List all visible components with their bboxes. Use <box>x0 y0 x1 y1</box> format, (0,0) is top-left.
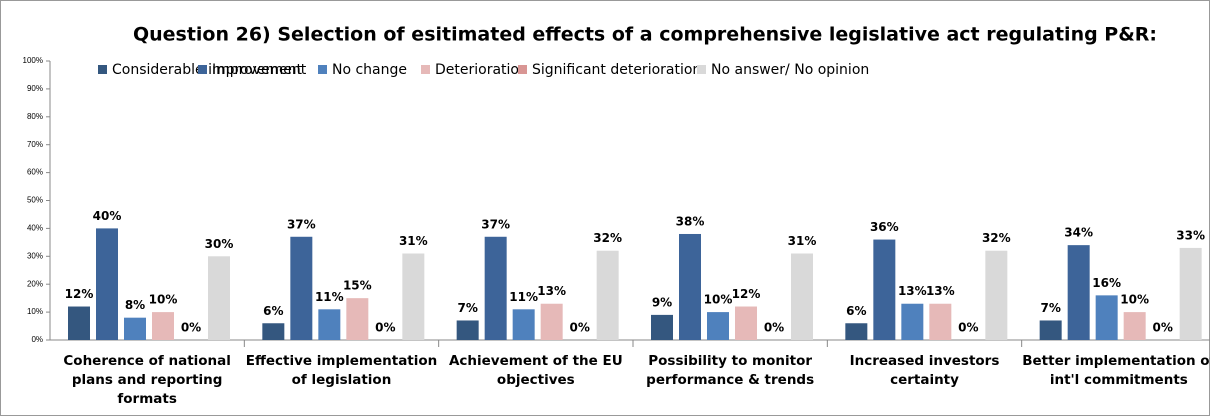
bar <box>873 239 896 340</box>
data-label: 15% <box>343 279 372 293</box>
bar <box>679 233 701 340</box>
data-label: 13% <box>898 284 927 298</box>
data-label: 16% <box>1092 276 1121 290</box>
bar <box>1039 320 1062 340</box>
bar <box>346 298 369 340</box>
data-label: 32% <box>593 231 622 245</box>
data-label: 6% <box>846 304 866 318</box>
y-tick-label: 70% <box>27 140 43 149</box>
data-label: 0% <box>1152 321 1172 335</box>
data-label: 40% <box>93 209 122 223</box>
y-tick-label: 80% <box>27 112 43 121</box>
y-tick-label: 50% <box>27 196 43 205</box>
bar <box>512 309 535 340</box>
data-label: 6% <box>263 304 283 318</box>
legend-swatch <box>518 65 527 74</box>
x-tick-label: Possibility to monitor performance & tre… <box>646 353 815 388</box>
data-label: 13% <box>537 284 566 298</box>
bar <box>985 250 1008 340</box>
y-tick-label: 100% <box>23 56 43 65</box>
data-label: 34% <box>1064 226 1093 240</box>
data-label: 30% <box>205 237 234 251</box>
data-label: 10% <box>1120 293 1149 307</box>
bar <box>901 303 924 340</box>
legend-label: Significant deterioration <box>532 62 701 78</box>
data-label: 7% <box>1040 301 1060 315</box>
bar <box>68 306 90 340</box>
bar <box>208 256 230 340</box>
bar <box>1179 247 1202 340</box>
legend-label: No change <box>332 62 407 78</box>
bar <box>735 306 757 340</box>
y-tick-label: 20% <box>27 279 43 288</box>
data-label: 36% <box>870 220 899 234</box>
bar <box>124 317 146 340</box>
legend-label: Deterioration <box>435 62 528 78</box>
chart-title: Question 26) Selection of esitimated eff… <box>133 24 1157 46</box>
data-label: 12% <box>65 287 94 301</box>
bar <box>484 236 507 340</box>
bar <box>1067 245 1090 340</box>
data-label: 31% <box>788 234 817 248</box>
legend-swatch <box>98 65 107 74</box>
y-tick-label: 40% <box>27 224 43 233</box>
y-tick-label: 30% <box>27 251 43 260</box>
legend-swatch <box>318 65 327 74</box>
x-tick-label: Effective implementation of legislation <box>245 353 438 388</box>
bar <box>152 312 174 340</box>
data-label: 7% <box>457 301 477 315</box>
bar <box>1123 312 1146 340</box>
x-tick-label: Better implementation of int'l commitmen… <box>1022 353 1210 388</box>
data-label: 0% <box>181 321 201 335</box>
bar <box>402 253 425 340</box>
bar <box>290 236 313 340</box>
legend-label: Considerable improvement <box>112 62 303 78</box>
x-tick-label: Achievement of the EU objectives <box>448 353 623 388</box>
bar <box>540 303 563 340</box>
bar <box>1095 295 1118 340</box>
bar <box>262 323 285 340</box>
data-label: 13% <box>926 284 955 298</box>
x-tick-label: Coherence of national plans and reportin… <box>63 353 231 407</box>
y-tick-label: 60% <box>27 168 43 177</box>
bar <box>96 228 118 340</box>
y-tick-label: 0% <box>31 335 43 344</box>
data-label: 38% <box>676 214 705 228</box>
x-tick-label: Increased investors certainty <box>849 353 1000 388</box>
data-label: 9% <box>652 295 672 309</box>
data-label: 32% <box>982 231 1011 245</box>
legend-label: Improvement <box>212 62 307 78</box>
data-label: 0% <box>958 321 978 335</box>
data-label: 12% <box>732 287 761 301</box>
data-label: 10% <box>704 293 733 307</box>
bar <box>318 309 341 340</box>
legend-swatch <box>198 65 207 74</box>
data-label: 31% <box>399 234 428 248</box>
bar <box>845 323 868 340</box>
legend-swatch <box>421 65 430 74</box>
data-label: 10% <box>149 293 178 307</box>
y-tick-label: 90% <box>27 84 43 93</box>
data-label: 0% <box>569 321 589 335</box>
bar <box>929 303 952 340</box>
bar <box>651 314 673 340</box>
legend-swatch <box>697 65 706 74</box>
data-label: 0% <box>375 321 395 335</box>
data-label: 33% <box>1176 228 1205 242</box>
bar <box>596 250 619 340</box>
data-label: 37% <box>287 217 316 231</box>
data-label: 8% <box>125 298 145 312</box>
y-tick-label: 10% <box>27 307 43 316</box>
data-label: 11% <box>509 290 538 304</box>
bar <box>791 253 813 340</box>
data-label: 37% <box>481 217 510 231</box>
data-label: 11% <box>315 290 344 304</box>
data-label: 0% <box>764 321 784 335</box>
bar <box>707 312 729 340</box>
bar <box>456 320 479 340</box>
legend-label: No answer/ No opinion <box>711 62 869 78</box>
